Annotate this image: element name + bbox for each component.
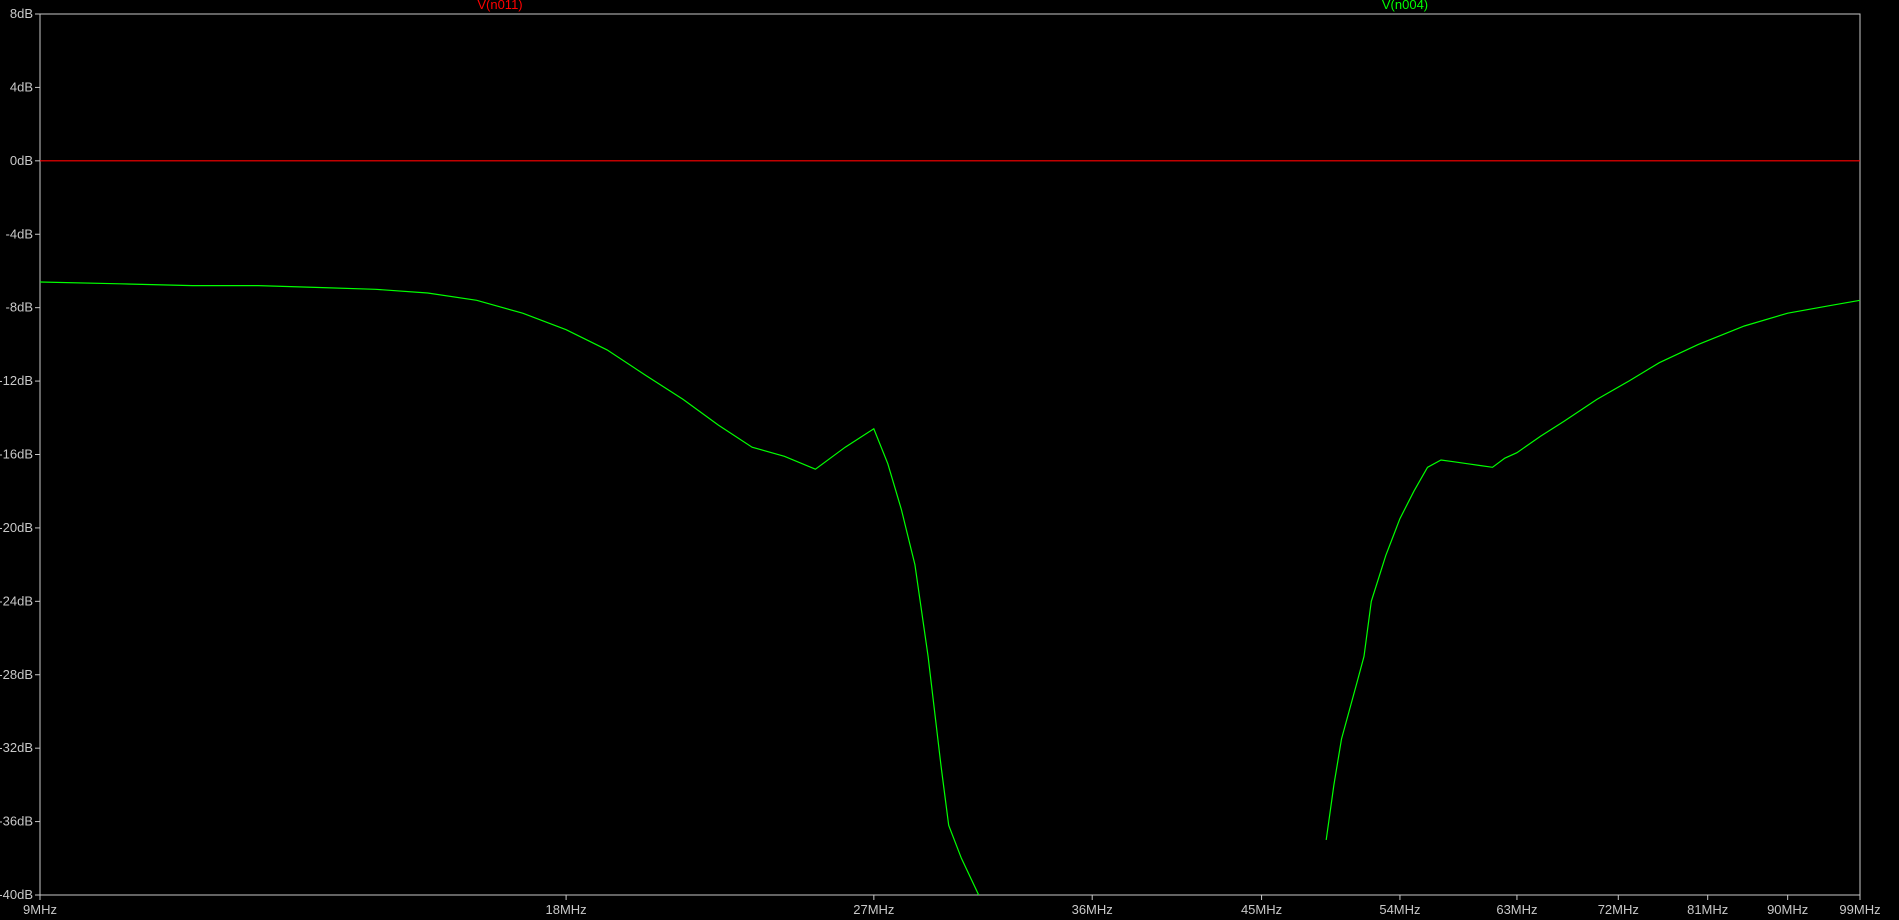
y-tick-label: -28dB [0, 667, 33, 682]
x-tick-label: 18MHz [546, 902, 587, 917]
y-tick-label: -20dB [0, 520, 33, 535]
y-tick-label: -24dB [0, 593, 33, 608]
y-tick-label: -36dB [0, 814, 33, 829]
trace-label[interactable]: V(n011) [477, 0, 522, 12]
y-tick-label: -4dB [6, 226, 33, 241]
y-tick-label: -16dB [0, 447, 33, 462]
x-tick-label: 36MHz [1072, 902, 1113, 917]
y-tick-label: 0dB [10, 153, 33, 168]
y-tick-label: 8dB [10, 6, 33, 21]
x-tick-label: 63MHz [1496, 902, 1537, 917]
series-line-vn004 [1325, 299, 1861, 840]
x-tick-label: 9MHz [23, 902, 57, 917]
traces-group [39, 160, 1861, 896]
y-tick-label: 4dB [10, 79, 33, 94]
y-tick-label: -12dB [0, 373, 33, 388]
y-tick-label: -32dB [0, 740, 33, 755]
x-tick-label: 45MHz [1241, 902, 1282, 917]
x-tick-label: 72MHz [1598, 902, 1639, 917]
axes-group: 8dB 4dB 0dB -4dB -8dB -12dB -16dB -20dB -24dB -28… [0, 6, 1881, 917]
x-tick-label: 54MHz [1379, 902, 1420, 917]
trace-labels-group: V(n011) V(n004) [477, 0, 1428, 12]
y-tick-label: -40dB [0, 887, 33, 902]
series-line-vn004 [39, 281, 980, 896]
x-tick-label: 90MHz [1767, 902, 1808, 917]
y-tick-label: -8dB [6, 300, 33, 315]
x-tick-label: 27MHz [853, 902, 894, 917]
trace-label[interactable]: V(n004) [1382, 0, 1428, 12]
x-tick-label: 99MHz [1839, 902, 1880, 917]
x-tick-label: 81MHz [1687, 902, 1728, 917]
